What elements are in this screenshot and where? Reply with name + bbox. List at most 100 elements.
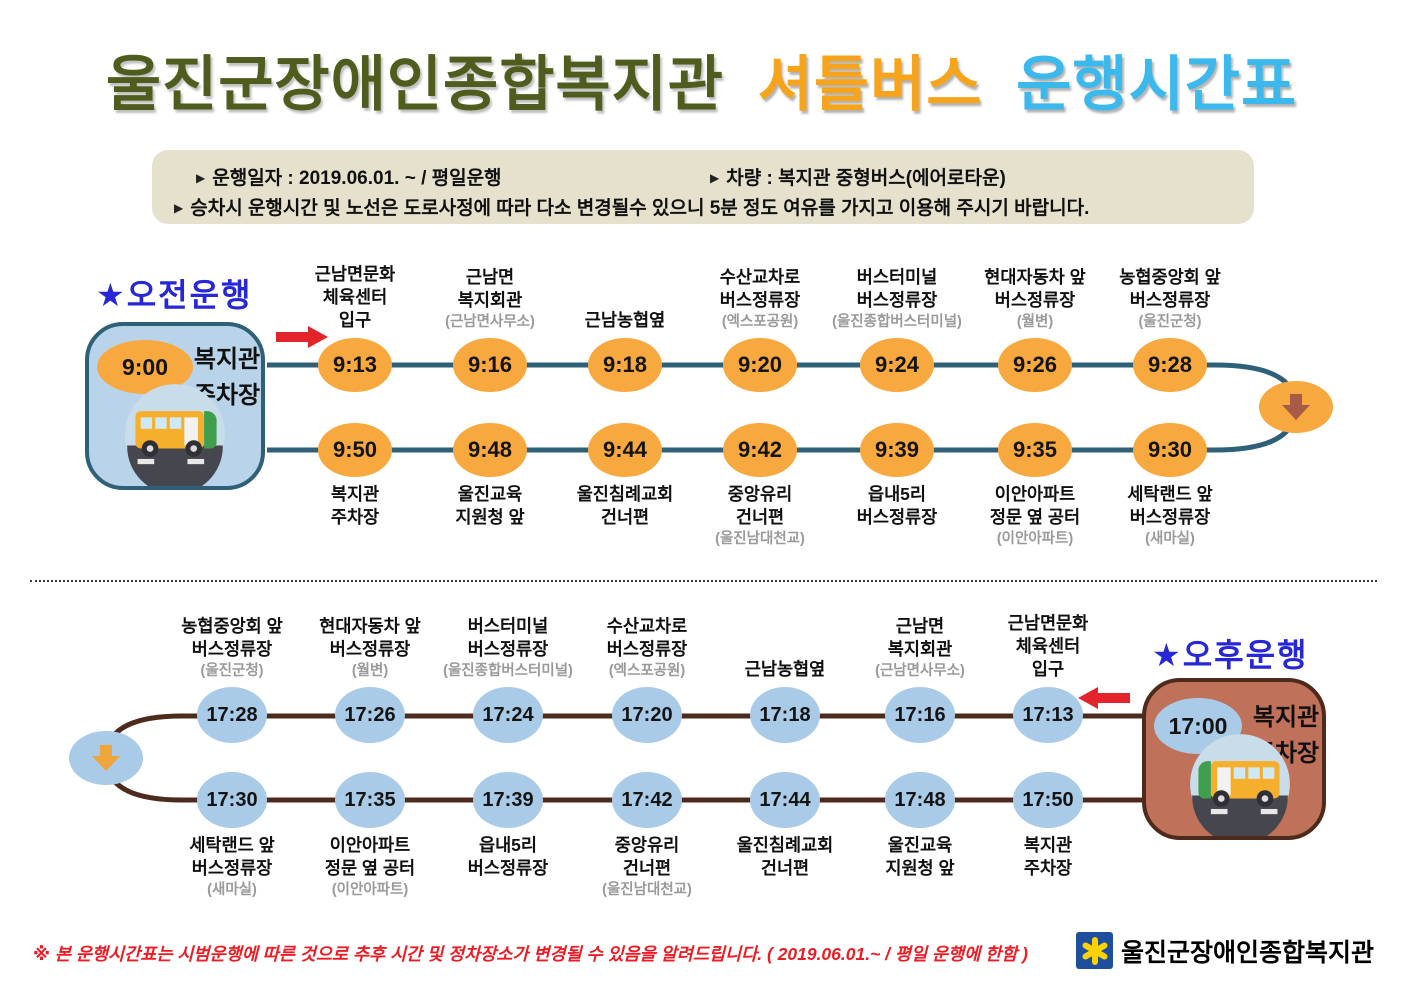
stop-label: 읍내5리 버스정류장 bbox=[413, 834, 603, 880]
info-operating-dates: ▶ 운행일자 : 2019.06.01. ~ / 평일운행 bbox=[196, 163, 502, 190]
bus-illustration bbox=[1190, 734, 1290, 836]
stop-name: 울진교육 지원청 앞 bbox=[455, 484, 525, 528]
stop-label: 수산교차로 버스정류장 (엑스포공원) bbox=[665, 266, 855, 332]
down-arrow-icon bbox=[92, 745, 120, 771]
stop-time-circle: 17:18 bbox=[750, 687, 820, 743]
stop-time-circle: 17:20 bbox=[612, 687, 682, 743]
stop-sub-name: (울진남대천교) bbox=[715, 531, 805, 548]
morning-turnaround-marker bbox=[1259, 381, 1333, 433]
stop-sub-name: (새마실) bbox=[207, 882, 257, 899]
stop-label: 울진침례교회 건너편 bbox=[530, 483, 720, 529]
stop-sub-name: (울진군청) bbox=[200, 662, 264, 679]
stop-label: 농협중앙회 앞 버스정류장 (울진군청) bbox=[137, 615, 327, 681]
stop-time-circle: 17:50 bbox=[1013, 772, 1083, 828]
stop-name: 이안아파트 정문 옆 공터 bbox=[989, 484, 1081, 528]
stop-time-circle: 9:13 bbox=[318, 338, 392, 392]
stop-name: 수산교차로 버스정류장 bbox=[719, 266, 801, 310]
stop-time-circle: 17:48 bbox=[885, 772, 955, 828]
stop-sub-name: (울진종합버스터미널) bbox=[832, 313, 962, 330]
stop-name: 근남면문화 체육센터 입구 bbox=[1007, 612, 1089, 679]
stop-name: 복지관 주차장 bbox=[1023, 835, 1073, 879]
info-row-2: ▶ 승차시 운행시간 및 노선은 도로사정에 따라 다소 변경될수 있으니 5분 … bbox=[174, 193, 1234, 220]
stop-name: 세탁랜드 앞 버스정류장 bbox=[189, 835, 275, 879]
stop-label: 울진침례교회 건너편 bbox=[690, 834, 880, 880]
stop-label: 농협중앙회 앞 버스정류장 (울진군청) bbox=[1075, 266, 1265, 332]
info-operating-dates-text: 운행일자 : 2019.06.01. ~ / 평일운행 bbox=[212, 168, 502, 189]
stop-label: 울진교육 지원청 앞 bbox=[395, 483, 585, 529]
morning-depot-box: 9:00 복지관 주차장 bbox=[85, 322, 265, 490]
stop-time-circle: 9:28 bbox=[1133, 338, 1207, 392]
stop-name: 근남면 복지회관 bbox=[887, 615, 953, 659]
stop-sub-name: (엑스포공원) bbox=[608, 662, 686, 679]
section-separator bbox=[30, 580, 1377, 582]
stop-sub-name: (울진군청) bbox=[1138, 313, 1202, 330]
stop-label: 근남면 복지회관 (근남면사무소) bbox=[825, 615, 1015, 681]
stop-time-circle: 9:18 bbox=[588, 338, 662, 392]
stop-label: 읍내5리 버스정류장 bbox=[802, 483, 992, 529]
stop-time-circle: 17:24 bbox=[473, 687, 543, 743]
stop-name: 버스터미널 버스정류장 bbox=[856, 266, 938, 310]
morning-depot-time: 9:00 bbox=[97, 340, 193, 394]
stop-time-circle: 9:48 bbox=[453, 423, 527, 477]
page-title: 울진군장애인종합복지관 셔틀버스 운행시간표 bbox=[0, 36, 1403, 123]
stop-label: 세탁랜드 앞 버스정류장 (새마실) bbox=[1075, 483, 1265, 549]
stop-name: 울진교육 지원청 앞 bbox=[885, 835, 955, 879]
stop-label: 울진교육 지원청 앞 bbox=[825, 834, 1015, 880]
stop-time-circle: 9:50 bbox=[318, 423, 392, 477]
stop-label: 세탁랜드 앞 버스정류장 (새마실) bbox=[137, 834, 327, 900]
stop-time-circle: 17:39 bbox=[473, 772, 543, 828]
stop-time-circle: 9:35 bbox=[998, 423, 1072, 477]
stop-name: 읍내5리 버스정류장 bbox=[856, 484, 938, 528]
footer-note: ※ 본 운행시간표는 시범운행에 따른 것으로 추후 시간 및 정차장소가 변경… bbox=[33, 944, 1028, 964]
stop-time-circle: 17:30 bbox=[197, 772, 267, 828]
info-vehicle-text: 차량 : 복지관 중형버스(에어로타운) bbox=[726, 168, 1006, 189]
stop-time-circle: 9:20 bbox=[723, 338, 797, 392]
stop-time-circle: 9:24 bbox=[860, 338, 934, 392]
bus-illustration bbox=[125, 384, 225, 486]
stop-name: 농협중앙회 앞 버스정류장 bbox=[181, 615, 283, 659]
stop-sub-name: (이안아파트) bbox=[996, 531, 1074, 548]
info-box: ▶ 운행일자 : 2019.06.01. ~ / 평일운행 ▶ 차량 : 복지관 중… bbox=[152, 150, 1254, 224]
stop-time-circle: 9:44 bbox=[588, 423, 662, 477]
stop-name: 근남농협옆 bbox=[744, 658, 826, 679]
stop-name: 중앙유리 건너편 bbox=[727, 484, 793, 528]
stop-name: 세탁랜드 앞 버스정류장 bbox=[1127, 484, 1213, 528]
stop-name: 울진침례교회 건너편 bbox=[736, 835, 834, 879]
stop-name: 근남농협옆 bbox=[584, 309, 666, 330]
afternoon-turnaround-marker bbox=[69, 731, 143, 785]
stop-name: 읍내5리 버스정류장 bbox=[467, 835, 549, 879]
logo-mark-icon bbox=[1076, 932, 1113, 969]
stop-sub-name: (새마실) bbox=[1145, 531, 1195, 548]
stop-label: 근남면문화 체육센터 입구 bbox=[953, 612, 1143, 681]
stop-sub-name: (월변) bbox=[351, 662, 389, 679]
stop-label: 중앙유리 건너편 (울진남대천교) bbox=[552, 834, 742, 900]
stop-name: 복지관 주차장 bbox=[330, 484, 380, 528]
left-arrow-icon bbox=[1078, 687, 1130, 709]
stop-time-circle: 9:16 bbox=[453, 338, 527, 392]
organization-logo: 울진군장애인종합복지관 bbox=[1076, 932, 1374, 969]
stop-name: 농협중앙회 앞 버스정류장 bbox=[1119, 266, 1221, 310]
stop-name: 근남면 복지회관 bbox=[457, 266, 523, 310]
stop-name: 중앙유리 건너편 bbox=[614, 835, 680, 879]
stop-name: 수산교차로 버스정류장 bbox=[606, 615, 688, 659]
stop-time-circle: 9:42 bbox=[723, 423, 797, 477]
bullet-icon: ▶ bbox=[174, 201, 184, 215]
info-notice-text: 승차시 운행시간 및 노선은 도로사정에 따라 다소 변경될수 있으니 5분 정… bbox=[190, 198, 1090, 219]
right-arrow-icon bbox=[276, 326, 328, 348]
stop-sub-name: (근남면사무소) bbox=[445, 313, 535, 330]
stop-sub-name: (근남면사무소) bbox=[875, 662, 965, 679]
stop-name: 현대자동차 앞 버스정류장 bbox=[984, 266, 1086, 310]
stop-sub-name: (울진종합버스터미널) bbox=[443, 662, 573, 679]
stop-label: 근남면 복지회관 (근남면사무소) bbox=[395, 266, 585, 332]
stop-time-circle: 9:39 bbox=[860, 423, 934, 477]
stop-name: 근남면문화 체육센터 입구 bbox=[314, 263, 396, 330]
title-shuttle-bus: 셔틀버스 bbox=[757, 51, 983, 118]
stop-label: 중앙유리 건너편 (울진남대천교) bbox=[665, 483, 855, 549]
down-arrow-icon bbox=[1282, 394, 1310, 420]
morning-section-label: ★오전운행 bbox=[96, 277, 253, 313]
stop-name: 이안아파트 정문 옆 공터 bbox=[324, 835, 416, 879]
title-organization: 울진군장애인종합복지관 bbox=[105, 51, 725, 118]
afternoon-depot-box: 17:00 복지관 주차장 bbox=[1142, 678, 1326, 840]
stop-label: 이안아파트 정문 옆 공터 (이안아파트) bbox=[275, 834, 465, 900]
